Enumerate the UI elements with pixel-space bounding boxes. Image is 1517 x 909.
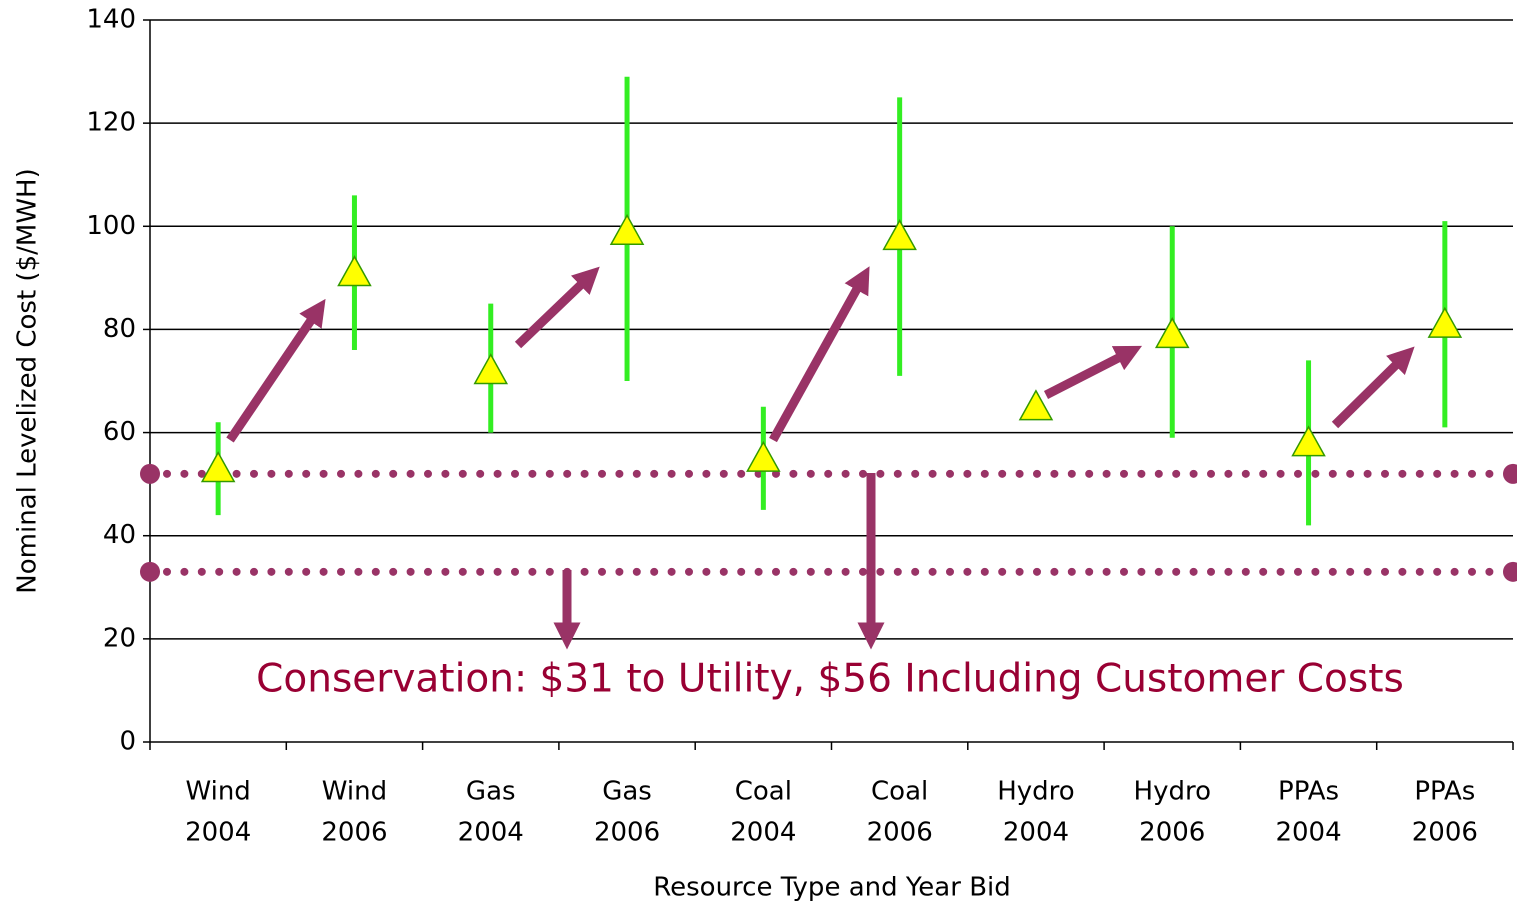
x-tick-label: 2006 [867, 818, 933, 848]
y-axis-title: Nominal Levelized Cost ($/MWH) [13, 168, 43, 593]
x-tick-label: 2006 [321, 818, 387, 848]
arrow [769, 266, 870, 443]
y-tick-label: 60 [103, 417, 136, 447]
reference-end [1503, 561, 1517, 582]
marker [473, 353, 509, 385]
arrows [226, 266, 1415, 650]
x-tick-label: 2006 [594, 818, 660, 848]
x-tick-label: Hydro [997, 777, 1074, 807]
y-tick-label: 140 [86, 5, 136, 35]
x-tick-label: Hydro [1134, 777, 1211, 807]
x-tick-label: 2004 [1003, 818, 1069, 848]
marker [1291, 425, 1326, 457]
x-tick-label: Wind [322, 777, 387, 807]
x-tick-label: Gas [602, 777, 652, 807]
x-tick-label: Gas [466, 777, 516, 807]
x-axis-title: Resource Type and Year Bid [653, 873, 1011, 903]
y-tick-label: 120 [86, 108, 136, 138]
x-tick-label: Wind [185, 777, 250, 807]
x-tick-label: 2004 [1275, 818, 1341, 848]
x-tick-label: 2006 [1412, 818, 1478, 848]
marker [1154, 317, 1190, 349]
marker [882, 219, 917, 251]
x-tick-label: PPAs [1278, 777, 1339, 807]
reference-end [1503, 463, 1517, 484]
annotation: Conservation: $31 to Utility, $56 Includ… [256, 657, 1404, 702]
y-tick-label: 40 [103, 520, 136, 550]
y-tick-label: 0 [119, 727, 136, 757]
x-tick-label: 2004 [730, 818, 796, 848]
arrow [226, 298, 326, 443]
x-tick-label: PPAs [1414, 777, 1475, 807]
x-tick-label: Coal [735, 777, 792, 807]
marker [337, 255, 372, 287]
arrow [1331, 346, 1415, 429]
arrow [514, 266, 600, 349]
x-tick-label: 2004 [185, 818, 251, 848]
marker [1018, 389, 1054, 421]
x-tick-label: 2004 [458, 818, 524, 848]
y-tick-label: 80 [103, 314, 136, 344]
marker [609, 213, 645, 245]
reference-end [140, 561, 160, 582]
marker [1427, 306, 1463, 338]
x-tick-label: Coal [871, 777, 928, 807]
reference-lines [140, 463, 1517, 582]
marker [200, 451, 236, 483]
x-tick-label: 2006 [1139, 818, 1205, 848]
y-tick-label: 100 [86, 211, 136, 241]
y-tick-label: 20 [103, 623, 136, 653]
reference-end [140, 463, 160, 484]
marker [746, 440, 781, 472]
arrow [1043, 345, 1143, 400]
